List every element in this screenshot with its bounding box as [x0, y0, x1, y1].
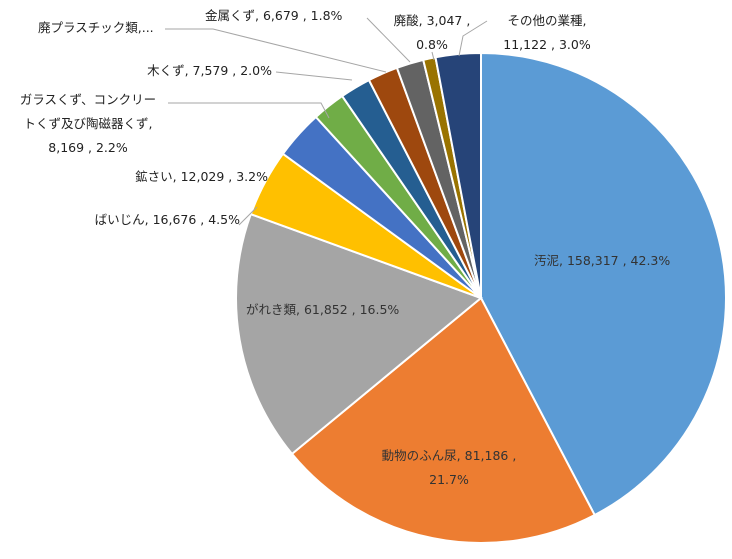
pie-slice-11	[434, 51, 482, 299]
label-glass: ガラスくず、コンクリー トくず及び陶磁器くず, 8,169 , 2.2%	[0, 88, 176, 160]
label-funnyo: 動物のふん尿, 81,186 , 21.7%	[359, 444, 539, 492]
label-glass-line2: トくず及び陶磁器くず,	[23, 116, 153, 131]
leader-line-glass	[168, 102, 330, 119]
leader-line-sonota	[458, 20, 488, 57]
leader-line-kinzoku	[366, 17, 411, 63]
leader-line-mokuzu	[275, 71, 353, 81]
label-glass-line1: ガラスくず、コンクリー	[19, 92, 157, 107]
label-kousai: 鉱さい, 12,029 , 3.2%	[135, 169, 268, 184]
label-baijin: ばいじん, 16,676 , 4.5%	[94, 212, 240, 227]
label-osei: 汚泥, 158,317 , 42.3%	[534, 253, 671, 268]
label-glass-line3: 8,169 , 2.2%	[48, 140, 128, 155]
label-funnyo-line1: 動物のふん尿, 81,186 ,	[381, 448, 517, 463]
leader-lines	[165, 17, 488, 226]
pie-slice-1	[480, 51, 727, 517]
label-haisan-line1: 廃酸, 3,047 ,	[393, 13, 471, 28]
label-plastic: 廃プラスチック類,...	[38, 20, 154, 35]
label-sonota-line2: 11,122 , 3.0%	[503, 37, 591, 52]
label-haisan-line2: 0.8%	[416, 37, 448, 52]
pie-slice-2	[290, 296, 597, 544]
label-sonota: その他の業種, 11,122 , 3.0%	[482, 9, 612, 57]
label-mokuzu: 木くず, 7,579 , 2.0%	[147, 63, 272, 78]
pie-slices	[235, 51, 727, 544]
leader-line-haisan	[431, 51, 435, 61]
leader-line-plastic	[165, 28, 387, 73]
label-sonota-line1: その他の業種,	[507, 13, 587, 28]
label-gareki: がれき類, 61,852 , 16.5%	[246, 302, 400, 317]
label-funnyo-line2: 21.7%	[429, 472, 469, 487]
leader-line-kousai	[238, 206, 258, 226]
pie-slice-3	[235, 212, 483, 456]
label-haisan: 廃酸, 3,047 , 0.8%	[382, 9, 482, 57]
label-kinzoku: 金属くず, 6,679 , 1.8%	[205, 8, 343, 23]
